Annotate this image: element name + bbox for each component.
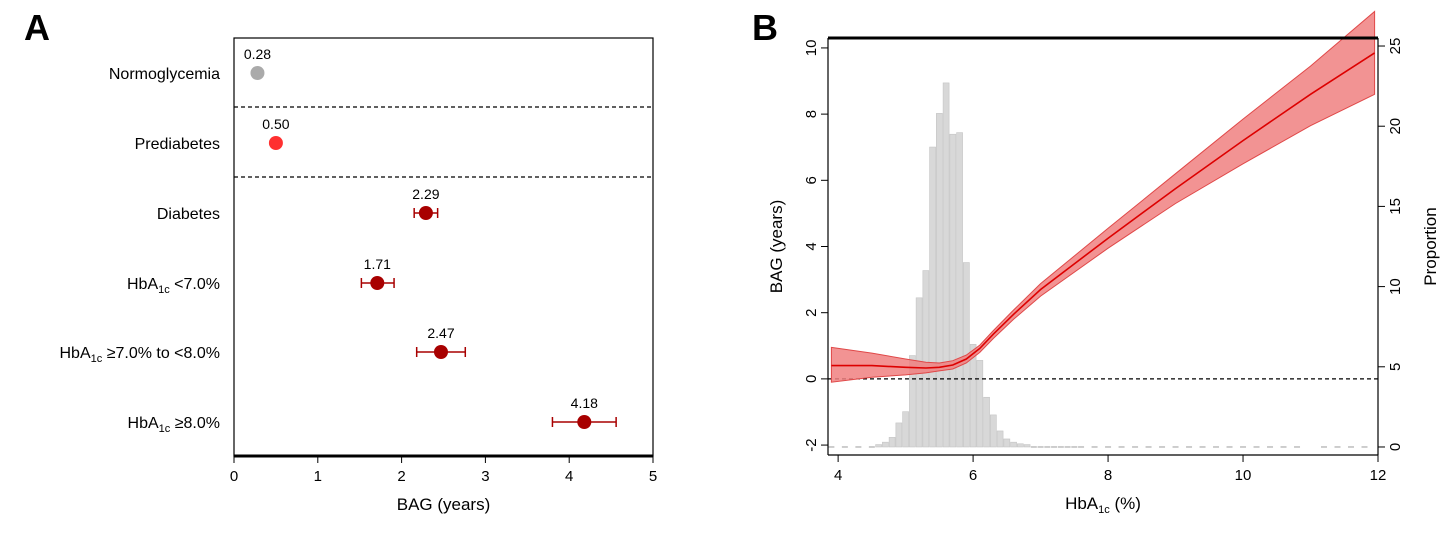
category-label: HbA1c ≥7.0% to <8.0% <box>60 345 221 365</box>
histogram-bar <box>882 441 889 448</box>
x-tick-label: 5 <box>649 468 657 485</box>
histogram-bar <box>983 396 990 448</box>
y-tick-label: 4 <box>803 242 820 250</box>
y2-tick-label: 15 <box>1387 198 1404 215</box>
subscript: 1c <box>91 353 103 365</box>
histogram-bar <box>942 82 950 448</box>
histogram-bar <box>1023 444 1031 448</box>
category-label: Prediabetes <box>135 136 220 153</box>
label-part: ≥7.0% to <8.0% <box>102 345 220 362</box>
histogram-bar <box>888 437 896 448</box>
point-estimate <box>418 206 433 220</box>
point-estimate <box>370 276 385 290</box>
label-part: HbA <box>1065 494 1099 513</box>
y-tick-label: 8 <box>803 110 820 118</box>
histogram-bar <box>875 444 882 448</box>
label-part: (%) <box>1110 494 1141 513</box>
histogram-bar <box>1003 438 1011 448</box>
histogram-bar <box>1010 441 1017 448</box>
value-label: 1.71 <box>364 256 391 272</box>
value-label: 2.47 <box>427 325 454 341</box>
panel-b-letter: B <box>752 7 778 48</box>
label-part: HbA <box>127 276 158 293</box>
point-estimate <box>577 415 592 429</box>
label-part: ≥8.0% <box>170 415 220 432</box>
x-axis-title: HbA1c (%) <box>1065 494 1141 516</box>
subscript: 1c <box>159 423 171 435</box>
y2-tick-label: 10 <box>1387 278 1404 295</box>
spline-line <box>831 52 1376 369</box>
value-label: 0.50 <box>262 116 289 132</box>
histogram-bar <box>976 360 984 448</box>
y-tick-label: 2 <box>803 309 820 317</box>
label-part: <7.0% <box>170 276 220 293</box>
y2-tick-label: 5 <box>1387 363 1404 371</box>
value-label: 4.18 <box>571 395 598 411</box>
x-tick-label: 6 <box>969 467 977 484</box>
x-tick-label: 4 <box>834 467 842 484</box>
x-tick-label: 1 <box>314 468 322 485</box>
x-axis-title: BAG (years) <box>397 495 491 514</box>
x-tick-label: 8 <box>1104 467 1112 484</box>
histogram-bar <box>996 430 1004 448</box>
y-tick-label: 10 <box>803 40 820 57</box>
category-label: HbA1c <7.0% <box>127 276 220 296</box>
y2-tick-label: 0 <box>1387 443 1404 451</box>
x-tick-label: 10 <box>1235 467 1252 484</box>
value-label: 2.29 <box>412 186 439 202</box>
panel-a-forest-plot: 0 1 2 3 4 5 BAG (years) Normoglycemia 0.28 Predia… <box>60 37 657 514</box>
x-tick-label: 3 <box>481 468 489 485</box>
label-part: HbA <box>60 345 91 362</box>
y-axis-title: BAG (years) <box>767 200 786 294</box>
histogram-bar <box>990 414 997 448</box>
y2-tick-label: 20 <box>1387 118 1404 135</box>
histogram-bar <box>969 344 977 448</box>
x-tick-label: 2 <box>397 468 405 485</box>
histogram-bar <box>922 270 930 448</box>
histogram-bar <box>929 146 936 448</box>
point-estimate <box>433 345 448 359</box>
histogram-bar <box>902 411 909 448</box>
label-part: HbA <box>128 415 159 432</box>
category-label: Normoglycemia <box>109 66 220 83</box>
x-tick-label: 4 <box>565 468 573 485</box>
x-tick-label: 12 <box>1370 467 1387 484</box>
point-estimate <box>268 136 283 150</box>
category-label: Diabetes <box>157 206 220 223</box>
y2-tick-label: 25 <box>1387 38 1404 55</box>
category-label: HbA1c ≥8.0% <box>128 415 220 435</box>
confidence-band <box>830 10 1376 383</box>
panel-b-spline-plot: 4 6 8 10 12 HbA1c (%) -2 0 2 4 6 8 10 BAG (years) 0 5 10… <box>767 10 1440 516</box>
panel-a-letter: A <box>24 7 50 48</box>
plot-frame <box>233 37 654 457</box>
subscript: 1c <box>158 284 170 296</box>
histogram-bar <box>936 113 943 448</box>
histogram-bar <box>1017 443 1024 448</box>
subscript: 1c <box>1098 504 1110 516</box>
value-label: 0.28 <box>244 46 271 62</box>
histogram-bar <box>895 422 903 448</box>
y-tick-label: -2 <box>803 438 820 451</box>
point-estimate <box>250 66 265 80</box>
y-tick-label: 0 <box>803 375 820 383</box>
y-tick-label: 6 <box>803 176 820 184</box>
histogram-bar <box>949 133 957 448</box>
histogram-bar <box>956 132 963 448</box>
x-tick-label: 0 <box>230 468 238 485</box>
histogram-bar <box>909 355 916 448</box>
y2-axis-title: Proportion <box>1421 207 1440 285</box>
